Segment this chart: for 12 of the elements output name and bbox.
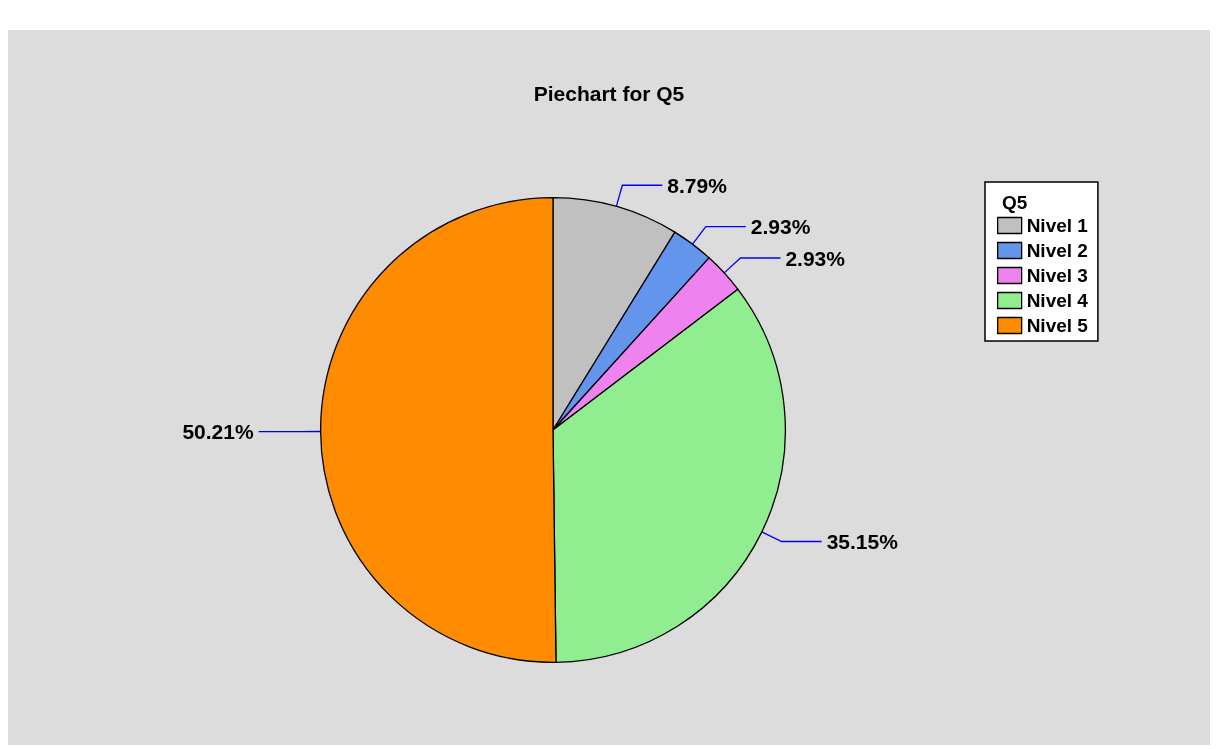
legend-label: Nivel 1	[1026, 215, 1089, 236]
chart-title: Piechart for Q5	[533, 82, 685, 105]
data-label: 8.79%	[667, 173, 728, 197]
legend-label: Nivel 4	[1026, 290, 1089, 311]
legend-title: Q5	[1002, 192, 1028, 213]
data-label: 35.15%	[826, 530, 899, 553]
data-label: 2.93%	[785, 246, 846, 270]
data-label: 50.21%	[182, 420, 254, 444]
legend-label: Nivel 2	[1026, 240, 1088, 261]
legend-label: Nivel 3	[1026, 265, 1088, 286]
data-label: 2.93%	[750, 215, 811, 239]
legend-label: Nivel 5	[1026, 315, 1089, 336]
